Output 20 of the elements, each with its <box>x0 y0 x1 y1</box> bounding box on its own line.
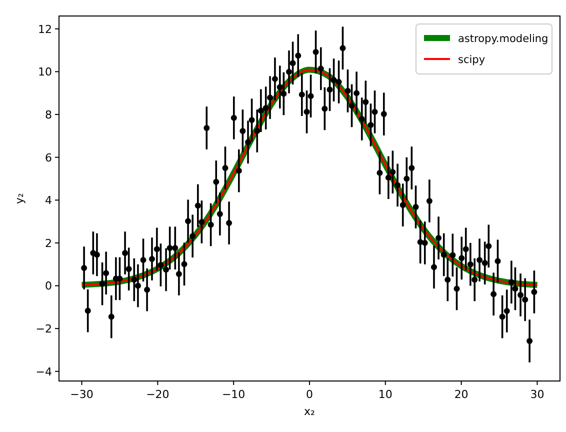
y-tick-label: 0 <box>45 280 52 293</box>
x-tick-label: −20 <box>146 388 170 401</box>
y-tick-label: 10 <box>38 66 52 79</box>
legend-label: scipy <box>458 54 486 66</box>
x-tick-label: −10 <box>222 388 246 401</box>
y-tick-label: −2 <box>36 322 52 336</box>
x-axis-title: x₂ <box>304 405 315 418</box>
legend-label: astropy.modeling <box>458 33 548 45</box>
y-tick-label: 2 <box>45 236 52 250</box>
x-tick-label: 30 <box>530 388 544 401</box>
y-tick-label: 8 <box>45 108 52 122</box>
y-axis-title: y₂ <box>13 193 26 204</box>
x-tick-label: 0 <box>306 388 313 401</box>
y-tick-label: 12 <box>38 22 52 36</box>
x-tick-label: 20 <box>454 388 468 401</box>
x-tick-label: −30 <box>70 388 94 401</box>
y-tick-label: 4 <box>45 194 52 208</box>
y-tick-label: −4 <box>36 365 52 378</box>
x-tick-label: 10 <box>378 388 392 401</box>
y-tick-label: 6 <box>45 151 52 164</box>
